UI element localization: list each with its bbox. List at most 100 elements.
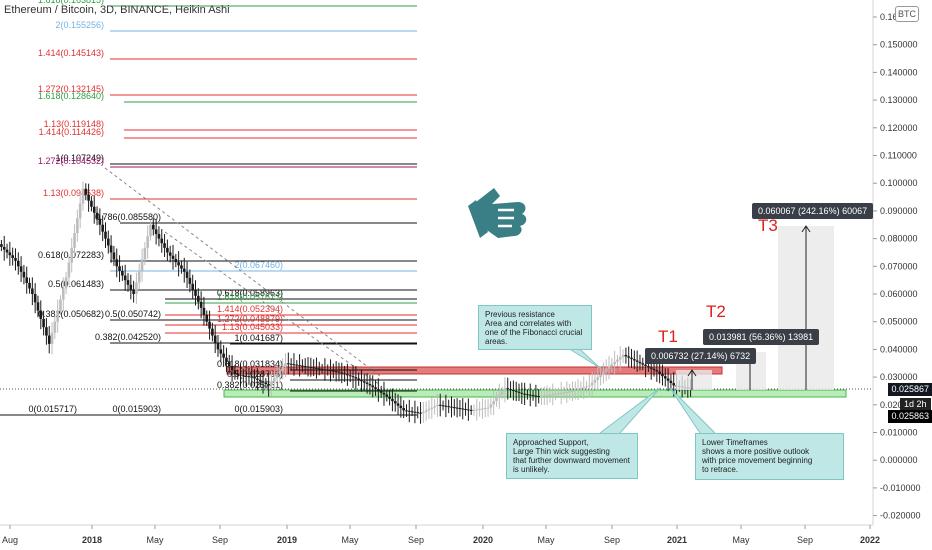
candle-body xyxy=(562,392,566,394)
candle-body xyxy=(275,374,279,379)
x-tick-label: Sep xyxy=(604,535,620,545)
candle-body xyxy=(498,394,501,398)
candle-body xyxy=(39,310,43,319)
candle-body xyxy=(36,302,40,311)
candle-body xyxy=(123,275,127,281)
candle-body xyxy=(25,277,29,283)
annotation-support[interactable]: Approached Support, Large Thin wick sugg… xyxy=(506,433,638,479)
candle-body xyxy=(194,289,197,296)
candle-body xyxy=(506,388,510,390)
candle-body xyxy=(278,370,282,375)
candle-body xyxy=(47,335,51,344)
candle-body xyxy=(67,262,71,278)
candle-body xyxy=(281,366,285,371)
candle-body xyxy=(635,360,639,362)
candle-body xyxy=(652,368,656,371)
candle-body xyxy=(441,405,445,407)
fib-level-label: 1.414(0.145143) xyxy=(38,48,104,58)
candle-body xyxy=(627,356,631,358)
candle-body xyxy=(590,382,594,386)
candle-body xyxy=(528,394,532,396)
candle-body xyxy=(258,379,262,382)
candle-body xyxy=(236,374,239,376)
candle-body xyxy=(604,368,608,372)
candle-body xyxy=(576,389,580,391)
y-tick-label: 0.070000 xyxy=(880,261,918,271)
candle-body xyxy=(537,396,540,398)
candle-body xyxy=(500,391,504,395)
candle-body xyxy=(663,376,667,379)
annotation-resistance[interactable]: Previous resistance Area and correlates … xyxy=(478,305,592,350)
candle-body xyxy=(53,321,57,333)
candle-body xyxy=(22,271,26,278)
candle-body xyxy=(520,392,524,394)
candle-body xyxy=(438,404,442,406)
candle-body xyxy=(621,354,625,358)
candle-body xyxy=(267,384,270,386)
candle-body xyxy=(76,218,79,234)
candle-body xyxy=(568,391,571,393)
candle-body xyxy=(191,283,194,290)
x-tick-label: Sep xyxy=(408,535,424,545)
target-range-t1 xyxy=(676,370,712,390)
x-tick-label: 2018 xyxy=(82,535,102,545)
candle-body xyxy=(607,366,611,369)
candle-body xyxy=(610,364,614,367)
y-tick-label: 0.140000 xyxy=(880,67,918,77)
candle-body xyxy=(185,271,189,278)
candle-body xyxy=(5,249,9,253)
candle-body xyxy=(59,299,62,311)
candle-body xyxy=(472,409,476,411)
candle-body xyxy=(182,268,186,272)
candle-body xyxy=(287,363,290,365)
fib-level-label: 1.414(0.052394) xyxy=(217,304,283,314)
candle-body xyxy=(213,335,217,343)
candle-body xyxy=(247,376,251,378)
candle-body xyxy=(596,377,600,380)
candle-body xyxy=(377,389,380,391)
target-box-t3: 0.060067 (242.16%) 60067 xyxy=(752,203,874,219)
candle-body xyxy=(388,396,391,399)
candle-body xyxy=(45,327,48,336)
x-tick-label: 2021 xyxy=(667,535,687,545)
candle-body xyxy=(396,403,400,406)
fib-level-label: 1.272(0.104532) xyxy=(38,156,104,166)
fib-level-label: 1.13(0.045033) xyxy=(222,322,283,332)
candle-body xyxy=(90,200,93,207)
candle-body xyxy=(545,395,549,397)
candle-body xyxy=(624,354,628,357)
candle-body xyxy=(422,411,425,414)
candle-body xyxy=(458,408,462,410)
candle-body xyxy=(582,387,585,389)
candle-body xyxy=(250,376,254,378)
candle-body xyxy=(92,206,96,213)
candle-body xyxy=(101,224,104,232)
fib-level-label: 0.382(0.042520) xyxy=(95,332,161,342)
currency-button[interactable]: BTC xyxy=(895,6,919,22)
current-price-label: 0.025867 xyxy=(888,383,932,396)
candle-body xyxy=(140,259,144,271)
candle-body xyxy=(565,391,569,393)
candle-body xyxy=(371,385,375,388)
candle-body xyxy=(512,390,515,392)
candle-body xyxy=(588,385,591,387)
candle-body xyxy=(154,229,158,234)
candle-body xyxy=(152,224,155,230)
candle-body xyxy=(208,321,211,329)
candle-body xyxy=(143,247,147,260)
candle-body xyxy=(379,390,383,393)
candle-body xyxy=(126,280,130,285)
annotation-lower-timeframes[interactable]: Lower Timeframes shows a more positive o… xyxy=(695,433,844,480)
candle-body xyxy=(365,382,369,385)
candle-body xyxy=(239,374,242,376)
candle-body xyxy=(402,408,405,411)
candle-body xyxy=(543,395,546,397)
candle-body xyxy=(295,364,299,366)
candle-body xyxy=(483,408,487,410)
candle-body xyxy=(115,259,119,267)
candle-body xyxy=(340,372,344,374)
candle-body xyxy=(292,364,296,366)
candle-body xyxy=(405,410,408,412)
candle-body xyxy=(317,368,321,370)
